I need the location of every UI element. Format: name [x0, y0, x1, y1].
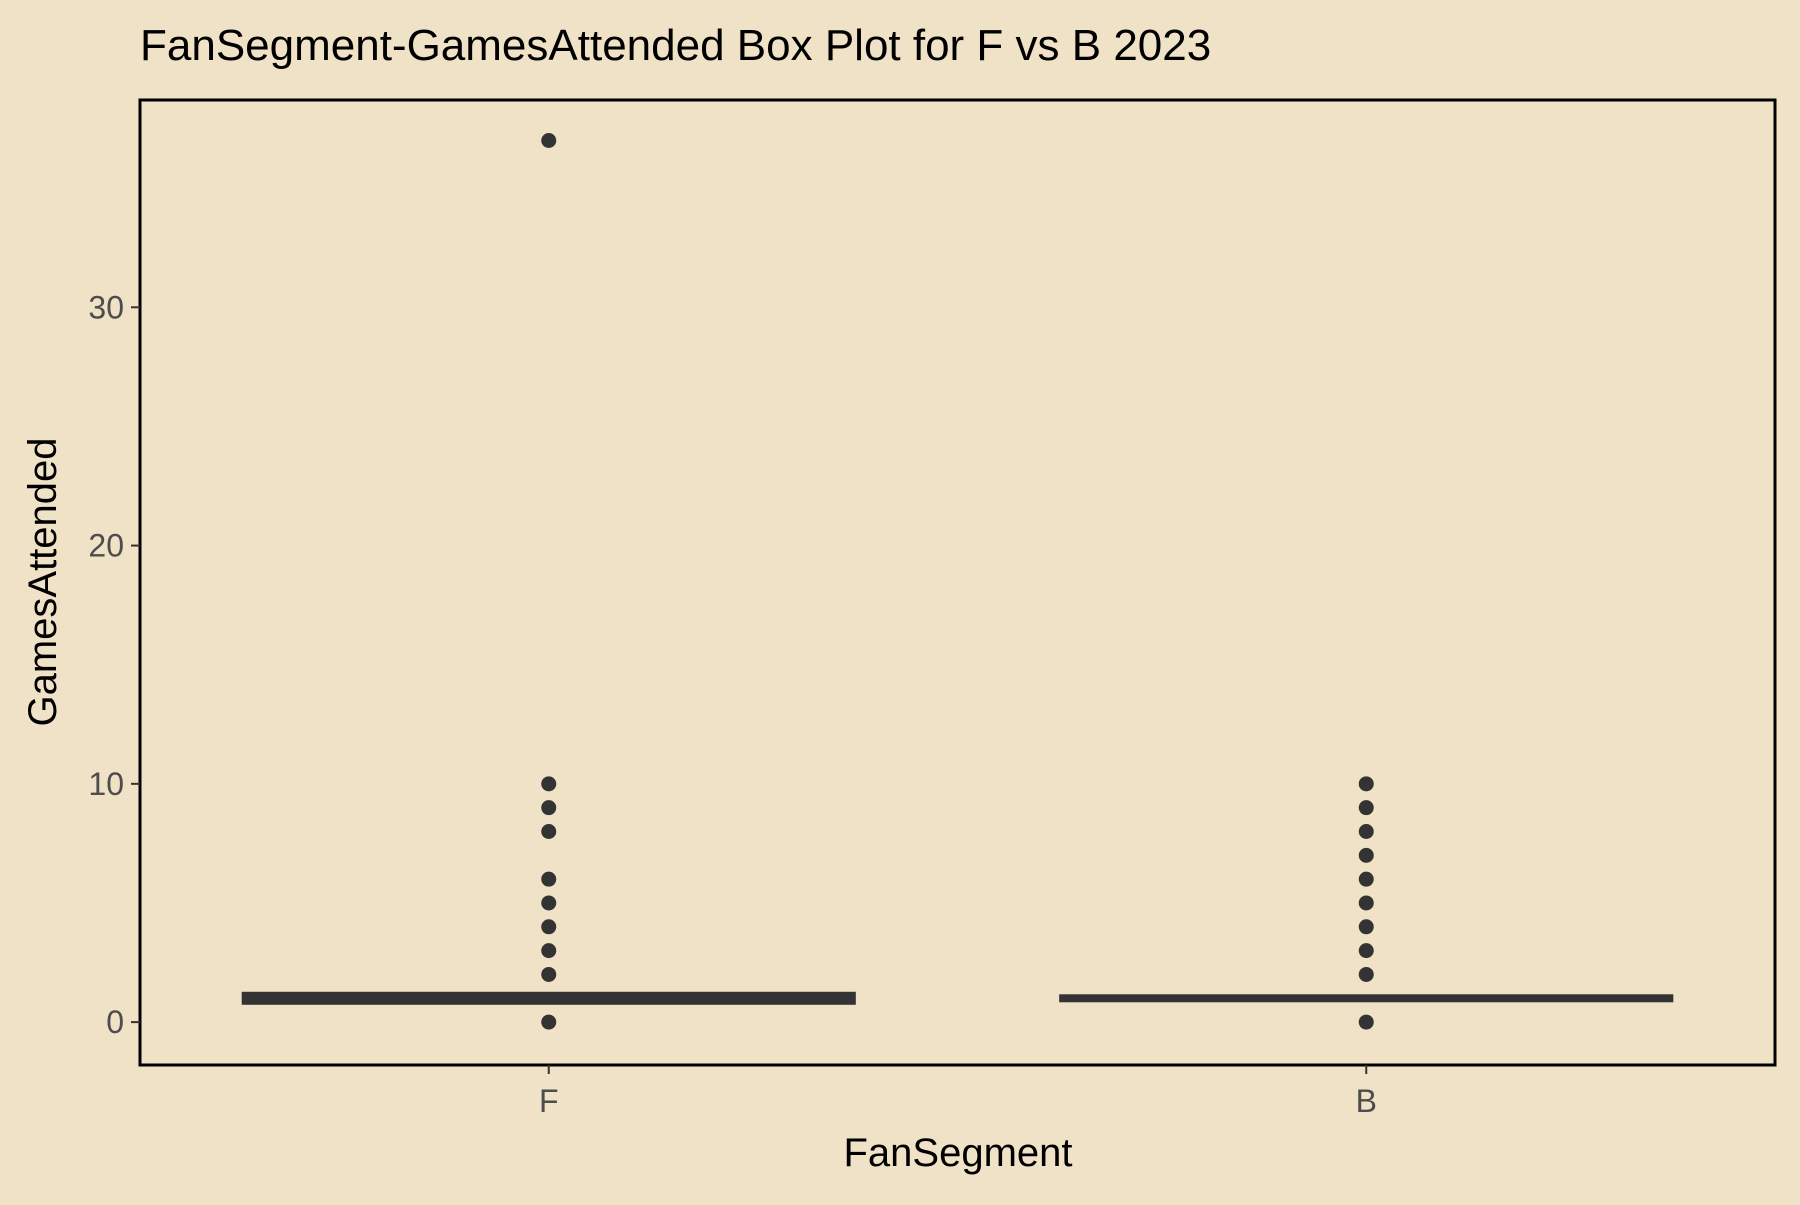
y-tick-label-10: 10 [88, 766, 124, 802]
outlier-point-F-37 [541, 133, 557, 149]
outlier-point-F-2 [541, 966, 557, 982]
outlier-point-B-8 [1358, 823, 1374, 839]
outlier-point-B-9 [1358, 800, 1374, 816]
outlier-point-B-10 [1358, 776, 1374, 792]
outlier-point-B-2 [1358, 966, 1374, 982]
x-tick-label-F: F [539, 1083, 559, 1119]
outlier-point-F-3 [541, 943, 557, 959]
y-tick-label-20: 20 [88, 528, 124, 564]
outlier-point-F-9 [541, 800, 557, 816]
outlier-point-F-4 [541, 919, 557, 935]
outlier-point-B-5 [1358, 895, 1374, 911]
outlier-point-B-6 [1358, 871, 1374, 887]
plot-area: 0 10 20 30 F B [88, 98, 1777, 1119]
outlier-point-F-0 [541, 1014, 557, 1030]
outlier-point-F-8 [541, 823, 557, 839]
y-axis-title: GamesAttended [21, 437, 65, 726]
outlier-point-F-6 [541, 871, 557, 887]
panel-border [138, 98, 1777, 1067]
x-axis-title: FanSegment [843, 1131, 1072, 1175]
outlier-point-B-0 [1358, 1014, 1374, 1030]
chart-title: FanSegment-GamesAttended Box Plot for F … [140, 21, 1211, 70]
outlier-point-B-7 [1358, 847, 1374, 863]
outlier-point-B-3 [1358, 943, 1374, 959]
outlier-point-F-5 [541, 895, 557, 911]
y-tick-label-30: 30 [88, 289, 124, 325]
outlier-point-F-10 [541, 776, 557, 792]
outlier-point-B-4 [1358, 919, 1374, 935]
x-tick-label-B: B [1356, 1083, 1377, 1119]
y-tick-label-0: 0 [106, 1004, 124, 1040]
